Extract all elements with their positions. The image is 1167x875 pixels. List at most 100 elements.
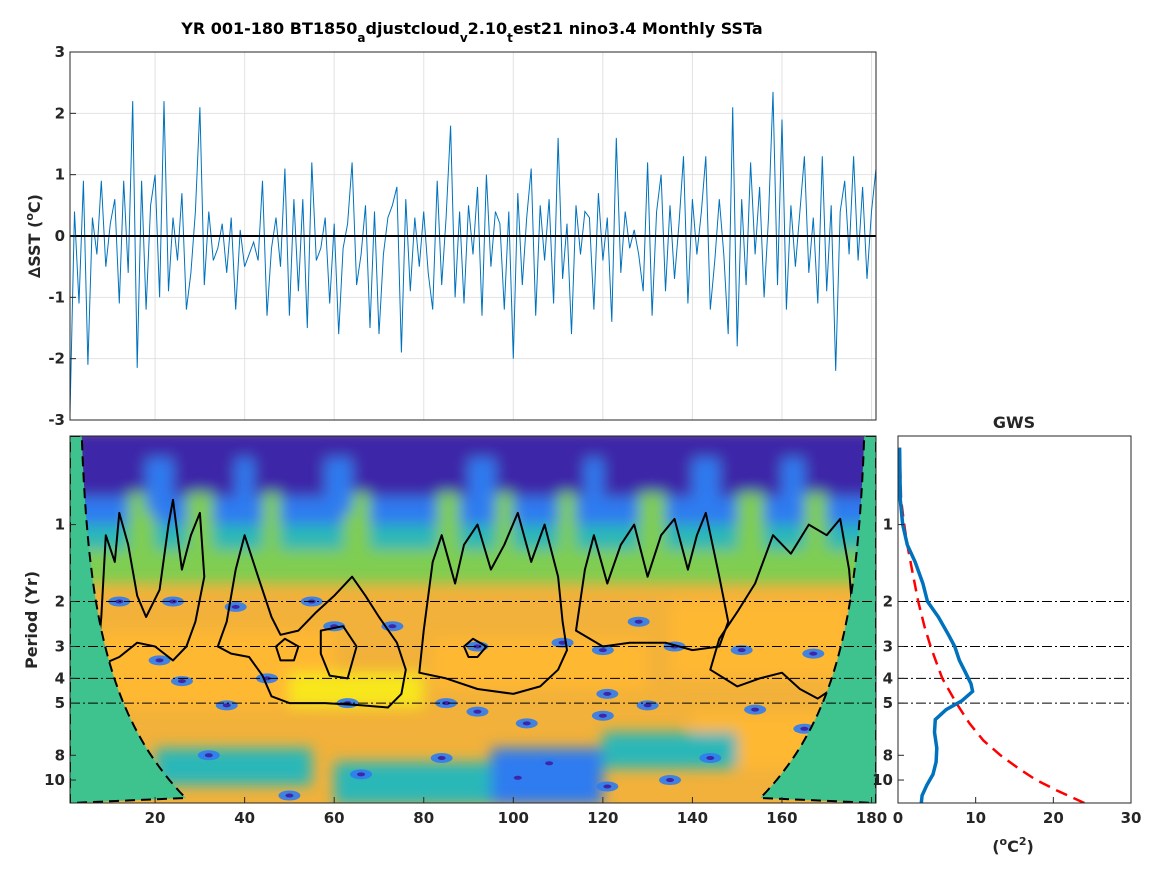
gws-tick-label-2: 2 [883, 592, 893, 610]
power-region-13 [804, 492, 827, 577]
power-region-29 [155, 748, 312, 786]
gws-xtick-label-10: 10 [965, 809, 986, 827]
power-minimum-core-7 [558, 640, 567, 645]
ytick-label-3: 3 [55, 43, 65, 61]
timeseries-ylabel: ∆SST (oC) [23, 194, 44, 278]
contour-h [463, 637, 488, 658]
period-tick-label-4: 4 [55, 669, 65, 687]
gws-axes-box [897, 435, 1132, 804]
gws-tick-label-1: 1 [883, 516, 893, 534]
year-tick-label-60: 60 [324, 809, 345, 827]
timeseries-panel: -3 -2 -1 0 1 2 3 ∆SST (oC) [23, 43, 877, 429]
timeseries-yticks: -3 -2 -1 0 1 2 3 [48, 43, 76, 429]
contour-c [418, 511, 568, 695]
power-minimum-core-22 [643, 703, 652, 708]
year-tick-label-100: 100 [498, 809, 529, 827]
contour-b [216, 534, 407, 709]
gws-tick-label-5: 5 [883, 694, 893, 712]
gws-xlabel: (oC2) [992, 835, 1034, 856]
gws-tick-label-4: 4 [883, 669, 893, 687]
ytick-label--1: -1 [48, 288, 65, 306]
contour-e [709, 517, 855, 700]
power-minimum-core-13 [155, 658, 164, 663]
power-region-14 [146, 458, 173, 513]
power-minimum-core-19 [473, 709, 482, 714]
period-tick-label-2: 2 [55, 592, 65, 610]
gws-xticks: 0 10 20 30 [893, 797, 1142, 827]
power-minimum-core-25 [204, 753, 213, 758]
power-region-20 [781, 458, 805, 513]
power-minimum-core-5 [388, 624, 397, 629]
power-region-17 [468, 458, 496, 513]
contour-a [95, 498, 206, 668]
gws-power-line [898, 447, 975, 803]
gws-tick-label-3: 3 [883, 637, 893, 655]
power-region-12 [737, 492, 765, 577]
gws-panel: GWS 1 2 3 4 5 8 10 0 10 20 30 (oC2) [872, 413, 1141, 856]
power-minimum-core-21 [603, 691, 612, 696]
power-minimum-core-14 [177, 679, 186, 684]
period-tick-label-1: 1 [55, 516, 65, 534]
power-region-15 [235, 458, 254, 513]
power-minimum-core-27 [437, 756, 446, 761]
power-minimum-core-18 [442, 701, 451, 706]
year-tick-label-180: 180 [856, 809, 887, 827]
power-minimum-core-12 [809, 651, 818, 656]
year-tick-label-160: 160 [766, 809, 797, 827]
power-minimum-core-15 [222, 703, 231, 708]
gws-plot-area [898, 436, 1131, 803]
power-minimum-core-32 [706, 756, 715, 761]
power-region-28 [602, 732, 738, 769]
gws-xtick-label-0: 0 [893, 809, 903, 827]
contour-f [275, 637, 300, 662]
period-tick-label-3: 3 [55, 637, 65, 655]
wavelet-yticks: 1 2 3 4 5 8 10 [44, 516, 76, 789]
power-region-16 [325, 458, 353, 513]
power-minimum-core-29 [545, 761, 554, 766]
power-minimum-core-28 [513, 775, 522, 780]
power-minimum-core-35 [285, 793, 294, 798]
power-minimum-core-20 [522, 721, 531, 726]
power-region-18 [584, 458, 603, 513]
chart-title: YR 001-180 BT1850adjustcloudv2.10test21 … [180, 19, 762, 45]
ytick-label-0: 0 [55, 227, 65, 245]
power-minimum-core-31 [666, 778, 675, 783]
period-tick-label-10: 10 [44, 771, 65, 789]
power-region-9 [495, 492, 514, 577]
gws-tick-label-8: 8 [883, 746, 893, 764]
gws-tick-label-10: 10 [872, 771, 893, 789]
gws-xtick-label-30: 30 [1121, 809, 1142, 827]
year-tick-label-120: 120 [587, 809, 618, 827]
power-region-27 [334, 762, 491, 803]
power-minimum-core-9 [634, 619, 643, 624]
power-minimum-core-2 [231, 604, 240, 609]
sst-series-line [70, 91, 876, 414]
ytick-label--2: -2 [48, 350, 65, 368]
power-minimum-core-6 [473, 644, 482, 649]
power-region-24 [670, 601, 850, 679]
gws-xtick-label-20: 20 [1043, 809, 1064, 827]
power-minimum-core-23 [751, 707, 760, 712]
wavelet-power-field [70, 436, 876, 803]
wavelet-panel: 1 2 3 4 5 8 10 20 40 60 80 100 120 140 160 180 Period … [22, 435, 887, 827]
power-region-8 [437, 492, 460, 577]
cone-of-influence-right [758, 436, 876, 803]
gws-yticks: 1 2 3 4 5 8 10 [872, 516, 904, 789]
power-region-6 [262, 492, 281, 577]
gws-title: GWS [993, 413, 1035, 432]
gws-significance-line [898, 447, 1085, 803]
power-region-19 [692, 458, 720, 513]
power-region-10 [558, 492, 576, 577]
ytick-label--3: -3 [48, 411, 65, 429]
year-tick-label-40: 40 [234, 809, 255, 827]
power-minimum-core-1 [168, 599, 177, 604]
wavelet-axes-box [69, 435, 877, 804]
period-tick-label-5: 5 [55, 694, 65, 712]
period-tick-label-8: 8 [55, 746, 65, 764]
wavelet-xticks: 20 40 60 80 100 120 140 160 180 [145, 797, 887, 827]
power-minimum-core-36 [598, 713, 607, 718]
power-minimum-core-8 [598, 648, 607, 653]
year-tick-label-80: 80 [413, 809, 434, 827]
wavelet-reference-lines [70, 600, 876, 704]
